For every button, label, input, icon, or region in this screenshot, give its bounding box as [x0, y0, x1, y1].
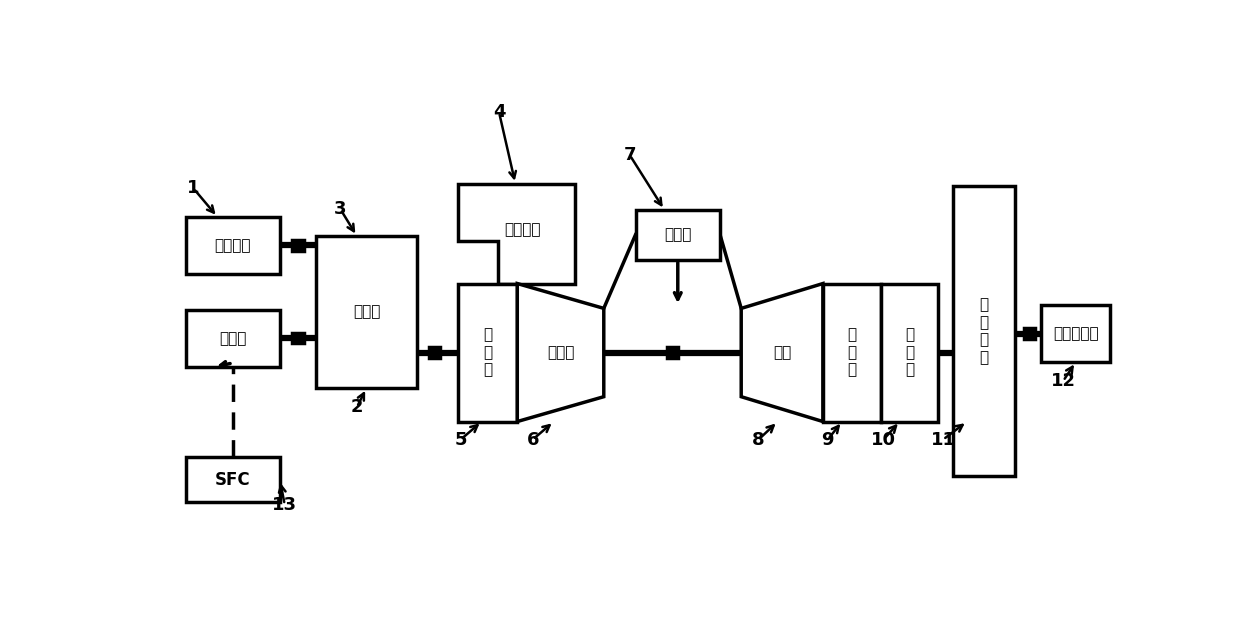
Bar [952, 186, 1016, 476]
Text: 负载压气机: 负载压气机 [1053, 326, 1099, 341]
Text: 2: 2 [351, 398, 363, 417]
Text: 10: 10 [870, 431, 897, 449]
Text: 12: 12 [1050, 372, 1075, 390]
Bar [293, 240, 304, 251]
Text: SFC: SFC [215, 471, 250, 489]
Polygon shape [517, 284, 604, 421]
Text: 压气机: 压气机 [547, 345, 574, 360]
Text: 排
气
缸: 排 气 缸 [847, 328, 857, 378]
Bar [1042, 305, 1110, 362]
Text: 排
气
室: 排 气 室 [905, 328, 914, 378]
Text: 11: 11 [930, 431, 956, 449]
Text: 发电机: 发电机 [219, 331, 247, 345]
Text: 6: 6 [527, 431, 539, 449]
Bar [667, 347, 678, 358]
Bar [186, 310, 280, 367]
Text: 1: 1 [187, 179, 200, 197]
Text: 盘车电机: 盘车电机 [215, 238, 250, 253]
Polygon shape [742, 284, 823, 421]
Text: 5: 5 [454, 431, 466, 449]
Text: 8: 8 [753, 431, 765, 449]
Bar [186, 217, 280, 274]
Bar [186, 457, 280, 502]
Text: 涡轮: 涡轮 [773, 345, 791, 360]
Text: 3: 3 [335, 200, 347, 218]
Bar [293, 333, 304, 344]
Bar [823, 284, 880, 421]
Bar [429, 347, 440, 358]
Text: 7: 7 [624, 146, 636, 164]
Text: 排
气
系
统: 排 气 系 统 [980, 297, 988, 365]
Bar [1024, 328, 1035, 339]
Text: 燃烧室: 燃烧室 [665, 227, 692, 242]
Text: 13: 13 [273, 496, 298, 514]
Text: 齿轮箱: 齿轮箱 [353, 305, 381, 320]
Bar [458, 284, 517, 421]
Text: 4: 4 [492, 103, 505, 121]
Polygon shape [458, 184, 575, 284]
Bar [316, 236, 418, 388]
Text: 进
气
室: 进 气 室 [482, 328, 492, 378]
Bar [635, 210, 720, 260]
Text: 进气系统: 进气系统 [505, 222, 541, 237]
Text: 9: 9 [821, 431, 835, 449]
Bar [880, 284, 939, 421]
